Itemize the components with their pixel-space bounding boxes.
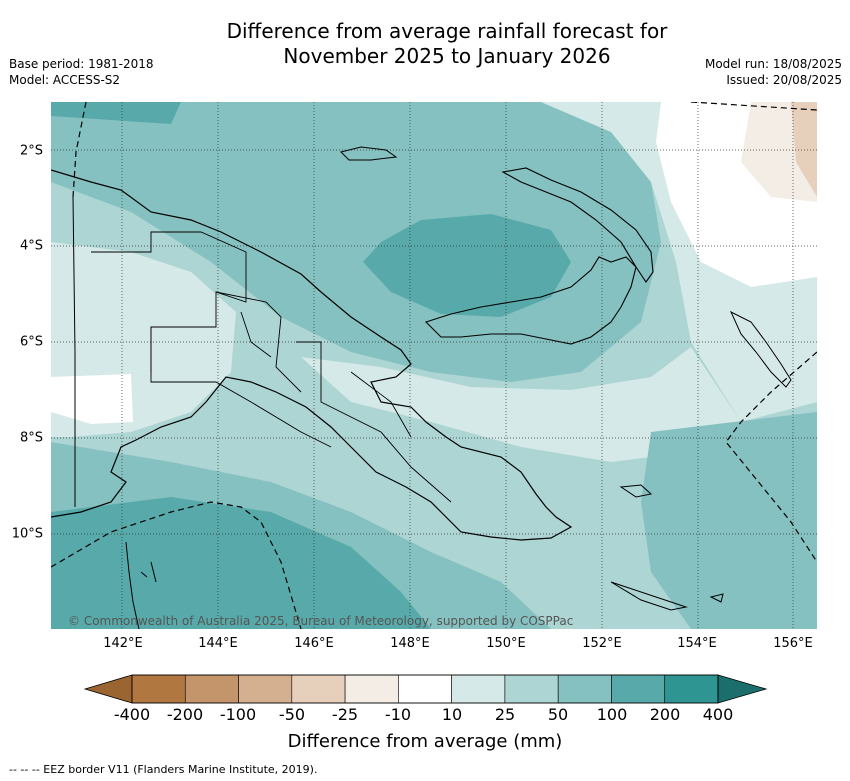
lon-label-152e: 152°E bbox=[582, 636, 622, 651]
coastline-bougainville bbox=[729, 310, 792, 388]
coastline-new-britain bbox=[424, 256, 637, 345]
cb-label-p10: 10 bbox=[441, 705, 463, 724]
colorbar-cell--200_-100 bbox=[184, 674, 239, 704]
lon-label-150e: 150°E bbox=[486, 636, 526, 651]
rainfall-map: © Commonwealth of Australia 2025, Bureau… bbox=[51, 102, 817, 629]
field-10-25-central bbox=[301, 347, 741, 462]
map-canvas: © Commonwealth of Australia 2025, Bureau… bbox=[51, 102, 817, 629]
lon-label-154e: 154°E bbox=[677, 636, 717, 651]
cb-label-p50: 50 bbox=[547, 705, 569, 724]
colorbar-cell--50_-25 bbox=[291, 674, 346, 704]
colorbar-cell-50_100 bbox=[557, 674, 612, 704]
model-name: Model: ACCESS-S2 bbox=[9, 73, 121, 87]
coastline-islands-se bbox=[610, 484, 724, 611]
cb-label-p25: 25 bbox=[494, 705, 516, 724]
lon-label-156e: 156°E bbox=[773, 636, 813, 651]
colorbar-cells bbox=[131, 674, 719, 704]
copyright-notice: © Commonwealth of Australia 2025, Bureau… bbox=[68, 614, 573, 628]
coastline-new-guinea bbox=[51, 169, 573, 541]
lat-label-8s: 8°S bbox=[19, 430, 43, 446]
colorbar-cell-10_25 bbox=[451, 674, 506, 704]
title-line-1: Difference from average rainfall forecas… bbox=[226, 19, 668, 43]
lon-label-148e: 148°E bbox=[390, 636, 430, 651]
field-neutral-west bbox=[51, 374, 133, 424]
cb-label-n200: -200 bbox=[166, 705, 204, 724]
graticule bbox=[51, 102, 817, 629]
lat-label-2s: 2°S bbox=[19, 143, 43, 159]
coastline-new-ireland bbox=[501, 167, 654, 283]
cb-label-n100: -100 bbox=[219, 705, 257, 724]
lat-label-4s: 4°S bbox=[19, 238, 43, 254]
colorbar-cell--25_-10 bbox=[344, 674, 399, 704]
meta-right: Model run: 18/08/2025 Issued: 20/08/2025 bbox=[705, 56, 842, 88]
cb-label-n50: -50 bbox=[278, 705, 306, 724]
lat-label-6s: 6°S bbox=[19, 334, 43, 350]
eez-footnote: -- -- -- EEZ border V11 (Flanders Marine… bbox=[9, 763, 318, 776]
lat-label-10s: 10°S bbox=[11, 526, 43, 542]
chart-title: Difference from average rainfall forecas… bbox=[0, 19, 850, 69]
colorbar-extend-high bbox=[717, 674, 768, 704]
field-50-100-se bbox=[641, 412, 817, 629]
colorbar bbox=[83, 674, 768, 704]
colorbar-cell--400_-200 bbox=[131, 674, 186, 704]
provincial-borders bbox=[91, 231, 452, 503]
title-line-2: November 2025 to January 2026 bbox=[283, 44, 611, 68]
eez-border bbox=[51, 102, 817, 629]
cb-label-p200: 200 bbox=[649, 705, 681, 724]
colorbar-extend-low bbox=[83, 674, 133, 704]
meta-left: Base period: 1981-2018 Model: ACCESS-S2 bbox=[9, 56, 154, 88]
issued-date: Issued: 20/08/2025 bbox=[726, 73, 842, 87]
model-run: Model run: 18/08/2025 bbox=[704, 57, 842, 71]
colorbar-cell-100_200 bbox=[611, 674, 666, 704]
cb-label-p100: 100 bbox=[596, 705, 628, 724]
coastline-manus bbox=[340, 146, 398, 161]
cb-label-n10: -10 bbox=[384, 705, 412, 724]
coastline-cape-york bbox=[125, 541, 157, 629]
field-100-200-bismarck bbox=[363, 214, 571, 317]
field-100-200-nw bbox=[51, 102, 181, 124]
cb-label-n400: -400 bbox=[113, 705, 151, 724]
colorbar-cell-200_400 bbox=[664, 674, 719, 704]
lon-label-144e: 144°E bbox=[198, 636, 238, 651]
colorbar-cell--100_-50 bbox=[238, 674, 293, 704]
border-png-indonesia bbox=[72, 196, 76, 507]
cb-label-n25: -25 bbox=[331, 705, 359, 724]
field-dry-moderate bbox=[791, 102, 817, 197]
colorbar-cell-25_50 bbox=[504, 674, 559, 704]
colorbar-cell--10_10 bbox=[398, 674, 452, 704]
base-period: Base period: 1981-2018 bbox=[9, 57, 154, 71]
colorbar-title: Difference from average (mm) bbox=[287, 731, 563, 752]
field-100-200-sw bbox=[51, 497, 431, 629]
lon-label-142e: 142°E bbox=[103, 636, 143, 651]
cb-label-p400: 400 bbox=[702, 705, 734, 724]
lon-label-146e: 146°E bbox=[294, 636, 334, 651]
